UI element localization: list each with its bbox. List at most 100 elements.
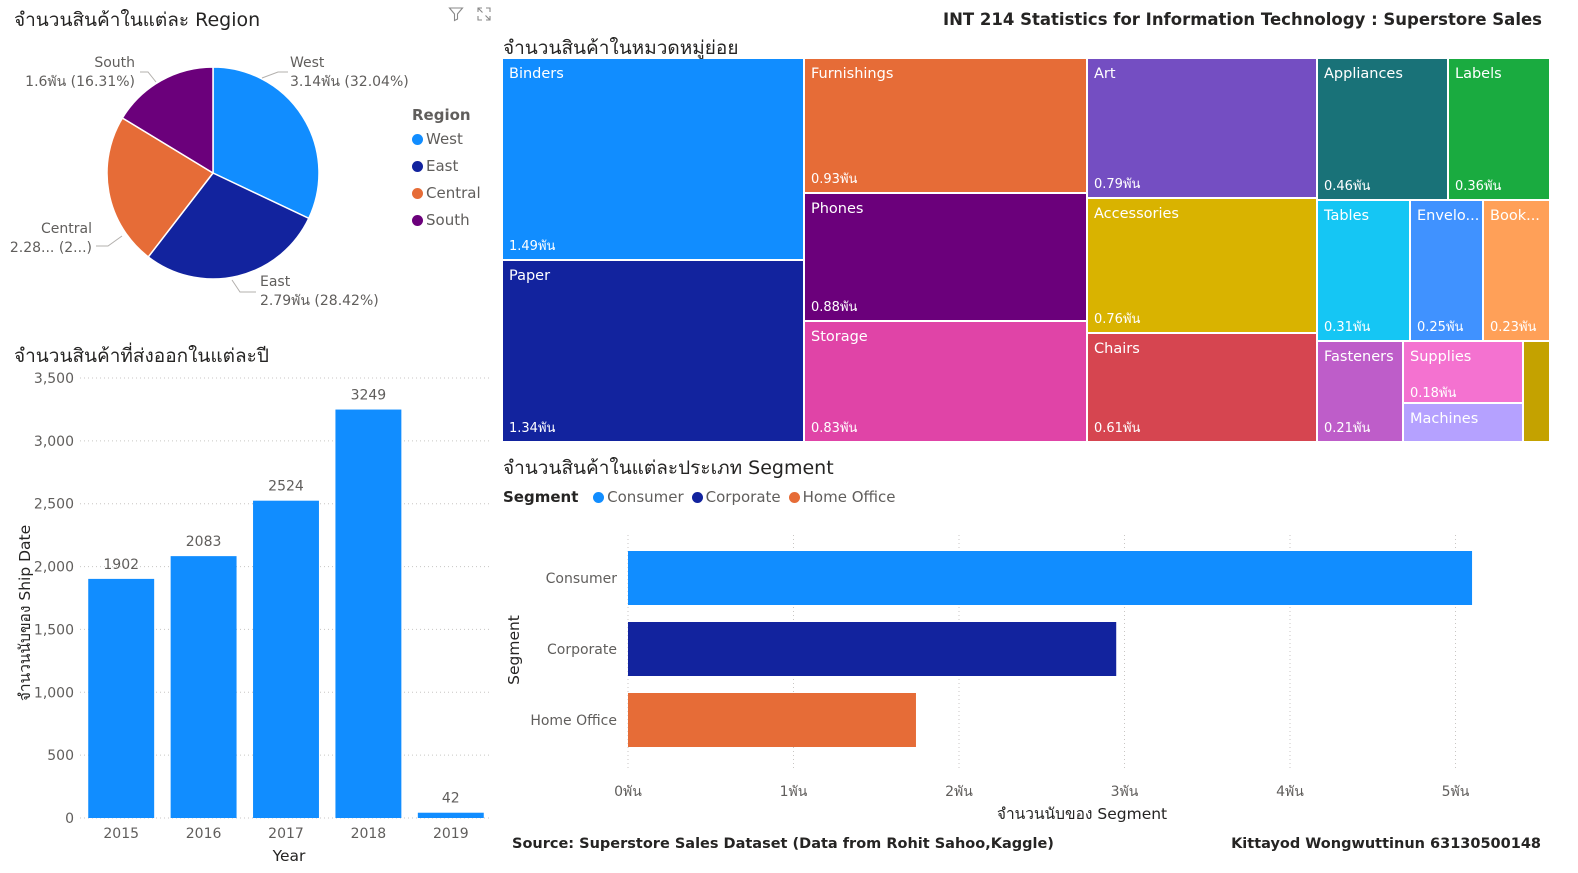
treemap-tile-item[interactable] <box>1524 342 1551 443</box>
y-tick-label: 0 <box>65 811 74 827</box>
treemap-tile-envelo[interactable]: Envelo... 0.25พัน <box>1411 201 1484 342</box>
legend-dot <box>412 215 423 226</box>
segment-legend-label: Consumer <box>607 488 684 506</box>
x-tick-label: 0พัน <box>614 784 642 800</box>
pie-legend: Region West East Central South <box>412 106 481 238</box>
treemap-tile-furnishings[interactable]: Furnishings 0.93พัน <box>805 59 1088 194</box>
legend-dot <box>412 134 423 145</box>
pie-label-south: South <box>94 55 135 71</box>
author-note: Kittayod Wongwuttinun 63130500148 <box>1231 836 1541 852</box>
treemap-tile-fasteners[interactable]: Fasteners 0.21พัน <box>1318 342 1404 443</box>
x-tick-label: 5พัน <box>1442 784 1470 800</box>
treemap-tile-tables[interactable]: Tables 0.31พัน <box>1318 201 1411 342</box>
x-axis-title: จำนวนนับของ Segment <box>997 805 1167 823</box>
treemap-tile-book[interactable]: Book... 0.23พัน <box>1484 201 1551 342</box>
treemap-tile-value: 0.46พัน <box>1324 179 1371 194</box>
treemap-tile-value: 0.88พัน <box>811 300 858 315</box>
y-tick-label: 3,000 <box>34 434 74 450</box>
treemap-tile-appliances[interactable]: Appliances 0.46พัน <box>1318 59 1449 201</box>
pie-value-label-east: 2.79พัน (28.42%) <box>260 293 379 309</box>
treemap-tile-value: 0.23พัน <box>1490 320 1537 335</box>
pie-legend-title: Region <box>412 106 471 124</box>
bar-2019[interactable] <box>417 812 484 818</box>
pie-slice-south[interactable] <box>121 66 214 175</box>
treemap-tile-value: 0.76พัน <box>1094 312 1141 327</box>
treemap: Binders 1.49พัน Paper 1.34พัน Furnishings 0.9… <box>503 59 1551 443</box>
bar-consumer[interactable] <box>628 551 1473 605</box>
treemap-tile-value: 1.34พัน <box>509 421 556 436</box>
pie-legend-item-central[interactable]: Central <box>412 184 481 202</box>
treemap-tile-label: Binders <box>509 66 564 82</box>
pie-legend-item-east[interactable]: East <box>412 157 481 175</box>
y-tick-label: 2,500 <box>34 497 74 513</box>
treemap-tile-labels[interactable]: Labels 0.36พัน <box>1449 59 1551 201</box>
treemap-tile-label: Appliances <box>1324 66 1403 82</box>
bar-chart-title: จำนวนสินค้าที่ส่งออกในแต่ละปี <box>14 345 269 367</box>
pie-chart-title: จำนวนสินค้าในแต่ละ Region <box>14 9 261 31</box>
source-note: Source: Superstore Sales Dataset (Data f… <box>512 836 1054 852</box>
treemap-tile-label: Furnishings <box>811 66 894 82</box>
treemap-tile-label: Supplies <box>1410 349 1472 365</box>
treemap-title: จำนวนสินค้าในหมวดหมู่ย่อย <box>503 37 739 59</box>
treemap-tile-supplies[interactable]: Supplies 0.18พัน <box>1404 342 1524 404</box>
pie-leader-line <box>261 71 288 79</box>
treemap-tile-value: 1.49พัน <box>509 239 556 254</box>
treemap-tile-paper[interactable]: Paper 1.34พัน <box>503 261 805 443</box>
pie-leader-line <box>231 279 256 293</box>
legend-dot <box>593 492 605 503</box>
segment-chart-title: จำนวนสินค้าในแต่ละประเภท Segment <box>503 457 834 479</box>
segment-legend-item-home-office[interactable]: Home Office <box>788 488 896 506</box>
treemap-tile-machines[interactable]: Machines <box>1404 404 1524 443</box>
treemap-tile-label: Book... <box>1490 208 1540 224</box>
bar-corporate[interactable] <box>628 622 1117 676</box>
pie-leader-line <box>96 235 123 247</box>
year-bar-chart: 0 500 1,000 1,500 2,000 2,500 3,000 3,500 1902 20… <box>16 371 492 865</box>
pie-slice-east[interactable] <box>147 172 310 280</box>
segment-legend-item-consumer[interactable]: Consumer <box>593 488 684 506</box>
treemap-tile-phones[interactable]: Phones 0.88พัน <box>805 194 1088 322</box>
pie-label-central: Central <box>41 221 92 237</box>
treemap-tile-binders[interactable]: Binders 1.49พัน <box>503 59 805 261</box>
treemap-tile-value: 0.21พัน <box>1324 421 1371 436</box>
focus-mode-icon[interactable] <box>476 6 492 26</box>
x-tick-label: 2015 <box>103 826 139 842</box>
bar-2015[interactable] <box>88 578 155 818</box>
treemap-tile-value: 0.79พัน <box>1094 177 1141 192</box>
filter-icon[interactable] <box>448 6 464 26</box>
pie-leader-line <box>140 71 157 83</box>
pie-slice-west[interactable] <box>212 66 320 220</box>
pie-legend-item-south[interactable]: South <box>412 211 481 229</box>
treemap-tile-label: Phones <box>811 201 864 217</box>
bar-2017[interactable] <box>253 500 319 818</box>
bar-home-office[interactable] <box>628 693 916 747</box>
legend-dot <box>412 188 423 199</box>
treemap-tile-label: Chairs <box>1094 341 1140 357</box>
pie-legend-label: East <box>426 157 459 175</box>
legend-dot <box>691 492 703 503</box>
treemap-tile-value: 0.36พัน <box>1455 179 1502 194</box>
y-tick-label: Corporate <box>547 642 617 658</box>
y-tick-label: Consumer <box>546 571 618 587</box>
treemap-tile-label: Fasteners <box>1324 349 1394 365</box>
y-axis-title: จำนวนนับของ Ship Date <box>16 525 34 701</box>
treemap-tile-value: 0.83พัน <box>811 421 858 436</box>
pie-value-label-south: 1.6พัน (16.31%) <box>25 74 135 90</box>
treemap-tile-label: Art <box>1094 66 1116 82</box>
segment-legend-title: Segment <box>503 488 579 506</box>
treemap-tile-chairs[interactable]: Chairs 0.61พัน <box>1088 334 1318 443</box>
segment-legend-item-corporate[interactable]: Corporate <box>691 488 781 506</box>
treemap-tile-accessories[interactable]: Accessories 0.76พัน <box>1088 199 1318 334</box>
pie-legend-item-west[interactable]: West <box>412 130 481 148</box>
data-label-2018: 3249 <box>351 388 387 404</box>
bar-2016[interactable] <box>170 556 237 818</box>
treemap-tile-label: Paper <box>509 268 551 284</box>
treemap-tile-value: 0.31พัน <box>1324 320 1371 335</box>
treemap-tile-storage[interactable]: Storage 0.83พัน <box>805 322 1088 443</box>
treemap-tile-art[interactable]: Art 0.79พัน <box>1088 59 1318 199</box>
pie-label-east: East <box>260 274 291 290</box>
pie-slice-central[interactable] <box>106 116 215 258</box>
y-tick-label: 3,500 <box>34 371 74 387</box>
x-tick-label: 4พัน <box>1276 784 1304 800</box>
y-tick-label: 500 <box>47 748 74 764</box>
bar-2018[interactable] <box>335 409 402 818</box>
